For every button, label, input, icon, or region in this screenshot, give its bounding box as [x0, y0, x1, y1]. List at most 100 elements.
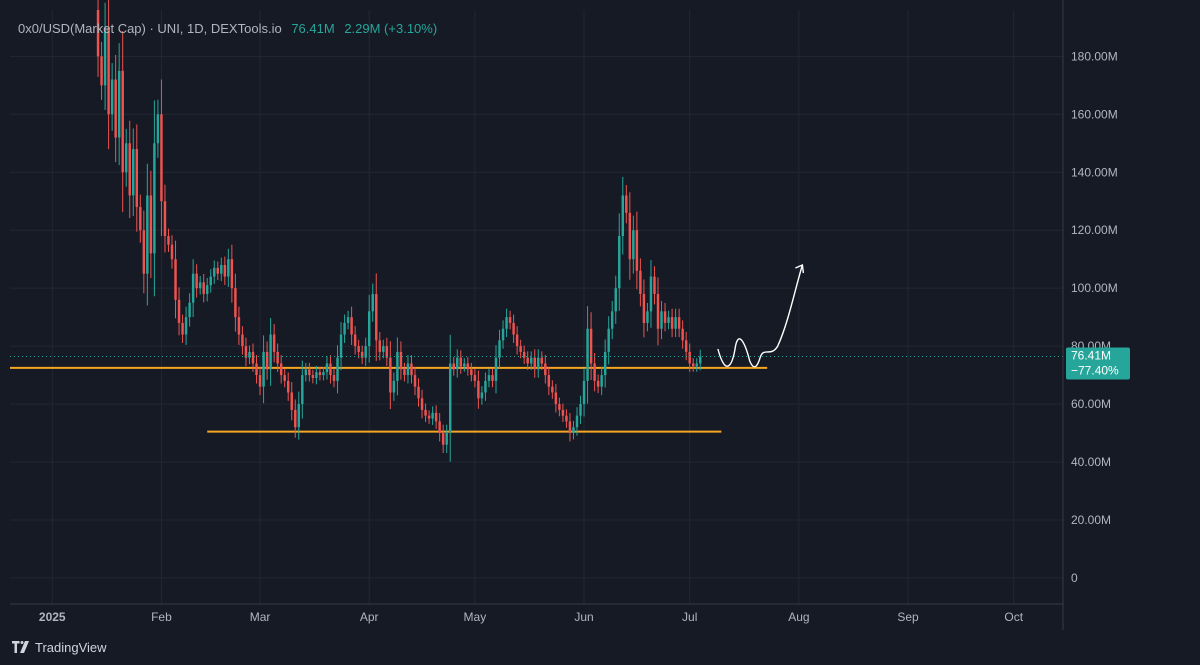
candle	[565, 409, 568, 428]
candle	[473, 368, 477, 388]
candle	[568, 413, 572, 442]
last-price-tag: 76.41M −77.40%	[1066, 347, 1130, 380]
candle-body	[537, 357, 540, 370]
candle-body	[279, 363, 283, 376]
candle	[103, 2, 107, 110]
candle-body	[241, 334, 244, 347]
candle	[163, 184, 167, 253]
candle-body	[353, 334, 357, 347]
candle-body	[614, 288, 617, 312]
candle-body	[177, 299, 181, 323]
candle	[339, 322, 343, 371]
price-axis[interactable]: 020.00M40.00M60.00M80.00M100.00M120.00M1…	[1071, 49, 1118, 585]
candle	[382, 339, 385, 359]
candle-body	[220, 264, 223, 274]
candles	[96, 0, 702, 462]
candle-body	[533, 357, 536, 370]
candle-body	[508, 317, 512, 323]
candle-body	[202, 282, 205, 294]
candle	[656, 277, 660, 346]
candle	[170, 235, 174, 269]
candle-body	[565, 415, 568, 422]
candle-body	[646, 311, 649, 323]
candle-body	[586, 328, 589, 381]
chart-legend: 0x0/USD(Market Cap) · UNI, 1D, DEXTools.…	[18, 21, 437, 36]
candle-body	[367, 311, 371, 347]
candle	[188, 293, 191, 327]
candle-body	[343, 322, 346, 335]
candle-body	[494, 357, 498, 381]
candle	[403, 362, 406, 382]
time-axis[interactable]: 2025 Feb Mar Apr May Jun Jul Aug Sep Oct	[39, 610, 1024, 624]
candle-body	[441, 433, 445, 445]
y-tick-label: 160.00M	[1071, 107, 1118, 121]
candle	[290, 382, 293, 421]
candle	[459, 350, 463, 374]
candle	[498, 329, 501, 369]
candle	[589, 312, 593, 381]
candle-body	[424, 409, 427, 416]
candle-body	[269, 334, 272, 370]
candle-body	[466, 363, 470, 370]
candle	[431, 406, 434, 425]
candle	[357, 339, 360, 359]
candle-body	[684, 340, 688, 352]
candle	[350, 306, 353, 345]
candle-body	[399, 351, 403, 370]
candle-body	[371, 293, 374, 312]
candle-body	[653, 276, 656, 294]
tradingview-watermark[interactable]: TradingView	[12, 637, 107, 657]
candle	[160, 79, 163, 237]
candle-body	[688, 351, 691, 364]
candle-body	[121, 70, 124, 173]
candle-body	[420, 398, 424, 410]
candle-body	[132, 149, 135, 196]
x-tick-label: Aug	[788, 610, 809, 624]
candle-body	[96, 10, 100, 57]
candle-body	[262, 351, 265, 387]
candle-body	[656, 293, 660, 329]
candle-body	[195, 273, 198, 289]
candle	[139, 194, 142, 243]
candle-body	[445, 433, 448, 445]
candle-body	[677, 317, 681, 329]
candle-body	[227, 259, 230, 277]
candle	[205, 277, 209, 302]
candle	[480, 386, 484, 405]
candle	[596, 374, 600, 394]
candle	[265, 341, 269, 380]
candle-body	[487, 375, 491, 381]
candle	[181, 314, 184, 343]
candle	[336, 345, 339, 394]
candle	[484, 372, 487, 401]
candle-body	[311, 375, 315, 378]
y-tick-label: 140.00M	[1071, 165, 1118, 179]
symbol-title[interactable]: 0x0/USD(Market Cap) · UNI, 1D, DEXTools.…	[18, 21, 282, 36]
candle-body	[174, 259, 177, 300]
candle	[540, 351, 544, 370]
candle-body	[663, 311, 667, 323]
candle-body	[286, 380, 290, 393]
candle-body	[223, 264, 227, 277]
candle	[628, 192, 632, 280]
candle-body	[251, 351, 255, 364]
y-tick-label: 180.00M	[1071, 49, 1118, 63]
candle	[642, 279, 646, 338]
candle	[322, 366, 325, 381]
candle-body	[522, 351, 526, 358]
candle-body	[406, 363, 410, 376]
candle-body	[456, 357, 459, 370]
candle-body	[357, 346, 360, 352]
candle-body	[153, 143, 156, 254]
candle-body	[117, 70, 121, 138]
candle-body	[470, 369, 473, 376]
candle	[582, 368, 586, 417]
candle	[149, 170, 153, 279]
candle-body	[618, 236, 621, 289]
candle-body	[463, 363, 466, 367]
candle	[375, 273, 378, 361]
candle-body	[114, 79, 117, 138]
candle	[234, 273, 237, 332]
candle	[561, 403, 565, 423]
